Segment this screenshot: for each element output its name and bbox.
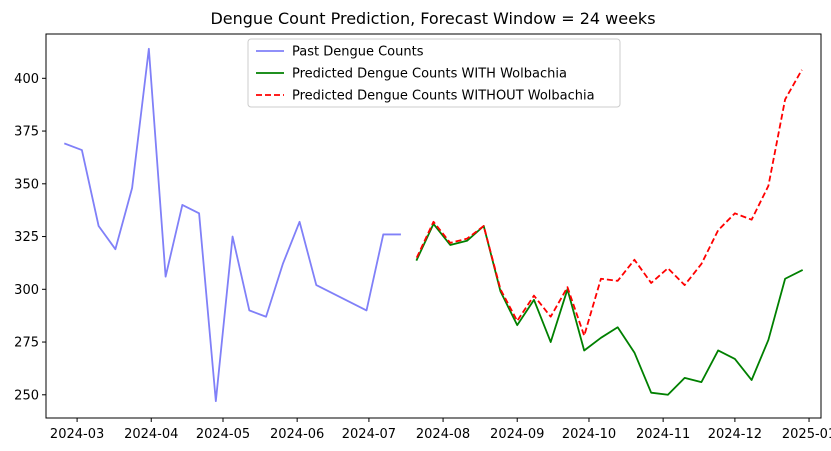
legend-label-3: Predicted Dengue Counts WITHOUT Wolbachi… — [292, 89, 595, 104]
x-tick-label: 2024-03 — [50, 427, 104, 442]
y-tick-label: 325 — [14, 230, 39, 245]
legend-box — [247, 38, 621, 108]
y-tick-label: 250 — [14, 388, 39, 403]
series-line-1 — [63, 47, 401, 403]
x-tick-label: 2025-01 — [782, 427, 831, 442]
x-tick-label: 2024-11 — [636, 427, 690, 442]
plot-frame — [45, 33, 822, 419]
x-tick-label: 2024-05 — [196, 427, 250, 442]
chart-title: Dengue Count Prediction, Forecast Window… — [210, 9, 655, 28]
axes-layer: 2024-03 2024-04 2024-05 2024-06 2024-07 2024-… — [14, 33, 831, 442]
x-tick-label: 2024-10 — [562, 427, 616, 442]
y-tick-label: 400 — [14, 72, 39, 87]
x-tick-label: 2024-09 — [490, 427, 544, 442]
legend: Past Dengue Counts Predicted Dengue Count… — [247, 38, 621, 108]
y-tick-label: 350 — [14, 177, 39, 192]
x-tick-label: 2024-04 — [124, 427, 178, 442]
y-tick-label: 300 — [14, 283, 39, 298]
series-line-3 — [415, 69, 803, 337]
x-tick-label: 2024-07 — [342, 427, 396, 442]
x-tick-label: 2024-06 — [270, 427, 324, 442]
legend-label-1: Past Dengue Counts — [292, 45, 424, 60]
y-tick-label: 275 — [14, 336, 39, 351]
x-tick-label: 2024-12 — [708, 427, 762, 442]
y-tick-label: 375 — [14, 125, 39, 140]
x-tick-label: 2024-08 — [416, 427, 470, 442]
series-layer — [63, 47, 804, 403]
legend-label-2: Predicted Dengue Counts WITH Wolbachia — [292, 67, 567, 82]
